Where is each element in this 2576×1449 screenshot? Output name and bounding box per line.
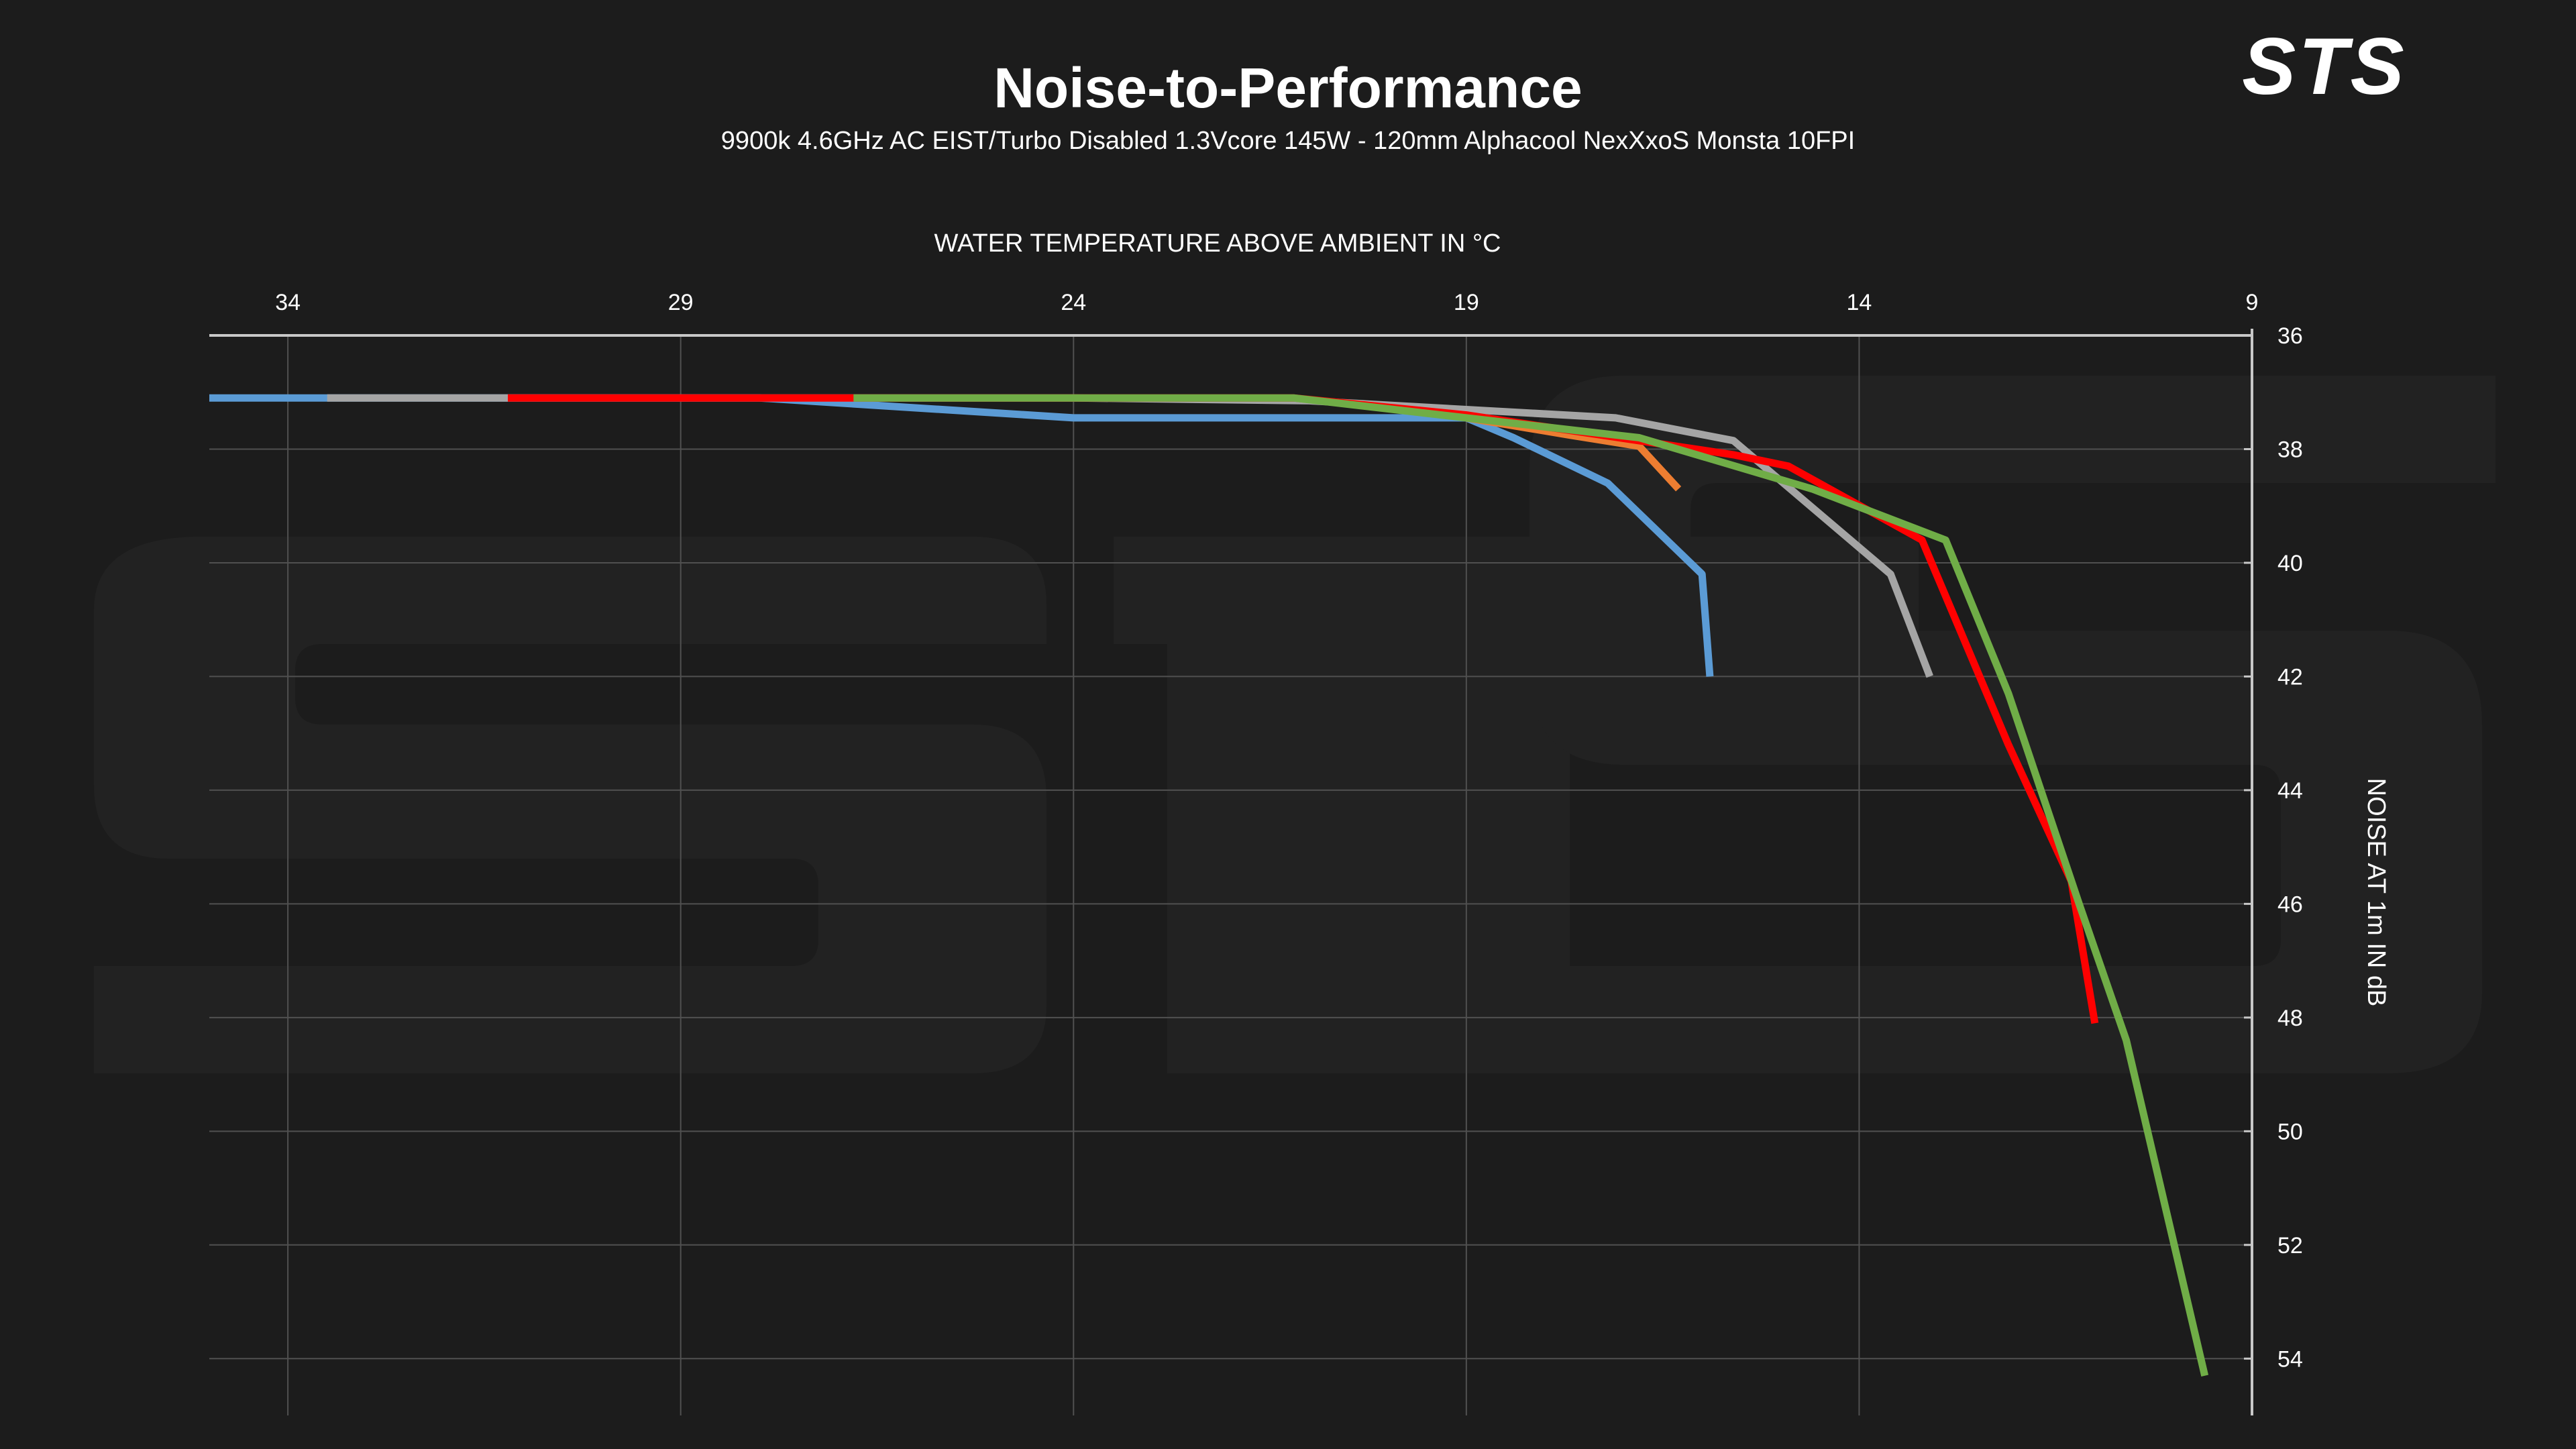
x-tick-label-19: 19 [1454,290,1479,315]
y-tick-label-54: 54 [2277,1346,2303,1372]
grid-lines [209,335,2252,1415]
x-axis-title: WATER TEMPERATURE ABOVE AMBIENT IN °C [934,229,1501,258]
x-tick-label-34: 34 [275,290,301,315]
axes [209,329,2253,1415]
y-tick-label-36: 36 [2277,323,2303,349]
x-tick-label-29: 29 [668,290,694,315]
series-lines [209,394,2209,1377]
y-tick-label-38: 38 [2277,437,2303,462]
y-tick-label-42: 42 [2277,664,2303,690]
y-tick-label-52: 52 [2277,1233,2303,1258]
y-axis-title: NOISE AT 1m IN dB [2362,778,2390,1007]
chart-title: Noise-to-Performance [994,56,1582,119]
y-tick-label-48: 48 [2277,1006,2303,1031]
y-tick-label-44: 44 [2277,778,2303,804]
sts-logo: STS [2242,21,2406,111]
x-tick-label-14: 14 [1847,290,1872,315]
series-line-5 [853,394,2209,1377]
y-tick-label-40: 40 [2277,551,2303,576]
sts-watermark [94,376,2496,1073]
x-tick-label-9: 9 [2246,290,2259,315]
chart-subtitle: 9900k 4.6GHz AC EIST/Turbo Disabled 1.3V… [721,127,1855,155]
x-tick-label-24: 24 [1061,290,1086,315]
tick-labels: 34 29 24 19 14 9 36 38 40 42 44 46 48 50 52 54 [275,290,2303,1372]
y-tick-label-46: 46 [2277,892,2303,917]
y-tick-label-50: 50 [2277,1119,2303,1144]
